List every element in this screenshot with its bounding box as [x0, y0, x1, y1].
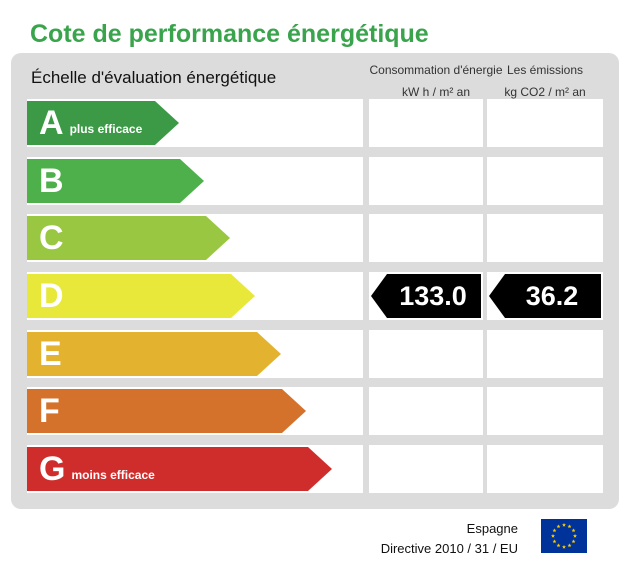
- scale-label: Échelle d'évaluation énergétique: [31, 68, 277, 87]
- consumption-value: 133.0: [399, 280, 467, 311]
- rating-letter: A: [39, 104, 64, 142]
- footer-country: Espagne: [466, 521, 518, 536]
- emissions-value: 36.2: [525, 280, 579, 311]
- eu-flag-stars: [541, 519, 587, 553]
- eu-star-icon: [552, 539, 557, 544]
- emissions-cell: [487, 330, 603, 378]
- consumption-cell: [369, 99, 483, 147]
- rating-letter: D: [39, 277, 64, 315]
- rating-letter: B: [39, 162, 64, 200]
- eu-star-icon: [573, 533, 577, 538]
- eu-star-icon: [556, 524, 561, 529]
- emissions-header-line1: Les émissions: [506, 63, 584, 77]
- scale-cell: E: [27, 330, 363, 378]
- rating-arrow-b: B: [27, 159, 204, 203]
- consumption-cell: [369, 330, 483, 378]
- emissions-cell: 36.2: [487, 272, 603, 320]
- eu-star-icon: [571, 539, 576, 544]
- page-title: Cote de performance énergétique: [30, 20, 429, 48]
- consumption-cell: [369, 445, 483, 493]
- rating-arrow-c: C: [27, 216, 230, 260]
- consumption-header-line2: kW h / m² an: [401, 85, 470, 99]
- rating-row-d: D 133.0 36.2: [27, 272, 603, 320]
- emissions-value-tag: 36.2: [489, 274, 601, 318]
- rating-letter: G: [39, 450, 66, 488]
- rating-row-b: B: [27, 157, 603, 205]
- eu-star-icon: [567, 524, 572, 529]
- eu-star-icon: [571, 528, 576, 533]
- rating-letter: E: [39, 335, 62, 373]
- scale-cell: F: [27, 387, 363, 435]
- footer-directive: Directive 2010 / 31 / EU: [380, 541, 518, 556]
- rating-row-f: F: [27, 387, 603, 435]
- rating-arrow-e: E: [27, 332, 281, 376]
- eu-star-icon: [562, 522, 566, 527]
- rating-letter: F: [39, 392, 60, 430]
- rating-subtitle: moins efficace: [71, 468, 155, 482]
- emissions-cell: [487, 157, 603, 205]
- consumption-header: Consommation d'énergie kW h / m² an: [366, 59, 506, 103]
- eu-star-icon: [562, 544, 566, 549]
- rating-arrow-d: D: [27, 274, 255, 318]
- scale-cell: G moins efficace: [27, 445, 363, 493]
- scale-cell: B: [27, 157, 363, 205]
- eu-flag-icon: [541, 519, 587, 553]
- eu-star-icon: [551, 533, 555, 538]
- consumption-cell: [369, 214, 483, 262]
- consumption-header-line1: Consommation d'énergie: [369, 63, 503, 77]
- emissions-cell: [487, 99, 603, 147]
- consumption-cell: 133.0: [369, 272, 483, 320]
- emissions-header: Les émissions kg CO2 / m² an: [502, 59, 588, 103]
- eu-star-icon: [552, 528, 557, 533]
- rating-row-e: E: [27, 330, 603, 378]
- rating-arrow-a: A plus efficace: [27, 101, 179, 145]
- scale-cell: D: [27, 272, 363, 320]
- consumption-value-tag: 133.0: [371, 274, 481, 318]
- emissions-header-line2: kg CO2 / m² an: [504, 85, 586, 99]
- rating-letter: C: [39, 219, 64, 257]
- eu-star-icon: [567, 543, 572, 548]
- rating-row-a: A plus efficace: [27, 99, 603, 147]
- rating-row-g: G moins efficace: [27, 445, 603, 493]
- scale-cell: C: [27, 214, 363, 262]
- consumption-cell: [369, 387, 483, 435]
- rating-subtitle: plus efficace: [69, 122, 143, 136]
- emissions-cell: [487, 214, 603, 262]
- emissions-cell: [487, 445, 603, 493]
- eu-star-icon: [556, 543, 561, 548]
- rating-row-c: C: [27, 214, 603, 262]
- scale-cell: A plus efficace: [27, 99, 363, 147]
- consumption-cell: [369, 157, 483, 205]
- rating-arrow-f: F: [27, 389, 306, 433]
- rating-arrow-g: G moins efficace: [27, 447, 332, 491]
- emissions-cell: [487, 387, 603, 435]
